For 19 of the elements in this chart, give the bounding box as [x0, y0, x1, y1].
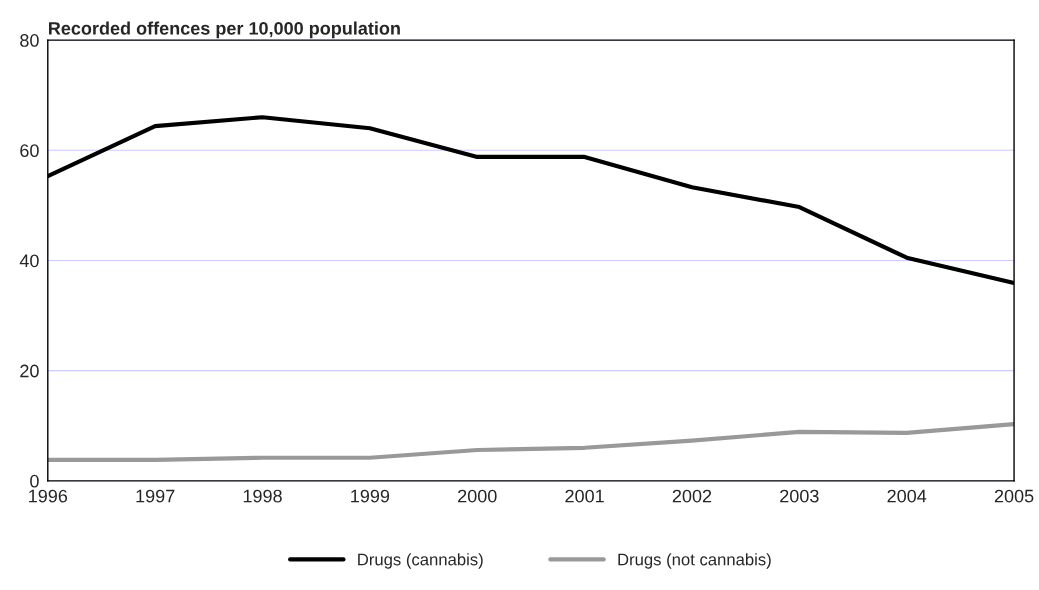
y-tick-label: 20	[20, 364, 39, 378]
chart-title: Recorded offences per 10,000 population	[49, 21, 400, 39]
legend-label: Drugs (cannabis)	[358, 553, 483, 569]
x-tick-label: 2003	[780, 489, 819, 503]
y-tick-label: 40	[19, 254, 39, 268]
y-tick-label: 80	[20, 34, 39, 47]
x-tick-label: 2001	[565, 489, 604, 503]
x-tick-label: 2005	[994, 489, 1034, 503]
x-tick-label: 1998	[243, 489, 282, 503]
y-tick-label: 0	[30, 474, 39, 488]
legend-label: Drugs (not cannabis)	[618, 553, 771, 569]
x-tick-label: 1996	[29, 489, 68, 503]
x-tick-label: 1999	[351, 489, 390, 503]
x-tick-label: 2004	[887, 489, 927, 503]
x-tick-label: 2002	[672, 489, 712, 503]
y-tick-label: 60	[20, 144, 39, 158]
x-tick-label: 2000	[458, 489, 497, 503]
line-series	[47, 422, 1015, 463]
x-tick-label: 1997	[136, 489, 175, 503]
